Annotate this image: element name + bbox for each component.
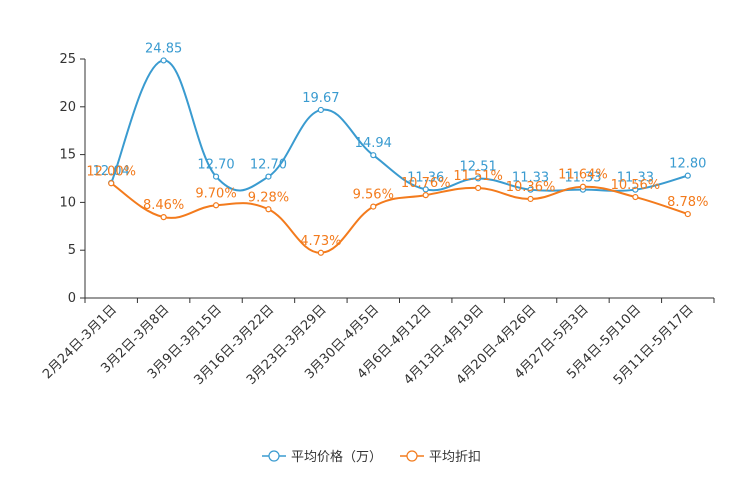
series-2-point[interactable] (108, 180, 115, 187)
legend-marker (406, 450, 418, 462)
series-1-point[interactable] (684, 172, 691, 179)
y-tick-label: 25 (59, 52, 76, 67)
series-2-point[interactable] (527, 195, 534, 203)
legend-item-1[interactable]: 平均价格（万） (262, 449, 382, 465)
series-2-data-label: 8.78% (667, 195, 708, 210)
series-2-data-label: 9.70% (195, 186, 236, 201)
axes: 05101520252月24日-3月1日3月2日-3月8日3月9日-3月15日3… (40, 52, 715, 388)
series-2-point[interactable] (265, 206, 272, 213)
series-1-point[interactable] (317, 106, 324, 114)
series-1-point[interactable] (370, 152, 377, 159)
data-labels: 12.04 24.85 12.70 12.70 19.67 14.94 11.36 12.51… (86, 41, 708, 248)
series-1-data-label: 11.36 (407, 170, 444, 185)
y-tick-label: 0 (68, 291, 76, 306)
series-2-data-label: 9.28% (248, 190, 289, 205)
series-2-data-label: 11.64% (558, 168, 608, 183)
series-1-data-label: 12.80 (669, 157, 706, 172)
series-1-point[interactable] (422, 186, 429, 193)
series-2-point[interactable] (632, 193, 639, 201)
series-1-data-label: 12.51 (460, 159, 497, 174)
series-2-data-label: 4.73% (300, 234, 341, 249)
series-1-point[interactable] (527, 186, 534, 193)
series-2-data-label: 10.36% (506, 180, 556, 195)
series-2-point[interactable] (317, 249, 324, 256)
legend-label: 平均折扣 (429, 450, 481, 465)
legend-item-2[interactable]: 平均折扣 (400, 450, 481, 465)
series-1-point[interactable] (475, 175, 482, 182)
series-2-point[interactable] (684, 210, 691, 218)
series-2-data-label: 10.56% (611, 178, 661, 193)
series-1-data-label: 12.04 (93, 164, 130, 179)
series-1-data-label: 19.67 (302, 91, 339, 106)
series-2-data-label: 12.00% (86, 164, 136, 179)
series-2-point[interactable] (579, 183, 587, 190)
series-1-data-label: 14.94 (355, 136, 392, 151)
series-2-data-label: 9.56% (353, 188, 394, 203)
series-1-point[interactable] (265, 173, 272, 180)
series-1-point[interactable] (212, 173, 220, 180)
series-2-data-label: 11.51% (453, 169, 503, 184)
series-1-data-label: 12.70 (197, 158, 234, 173)
series-1-point[interactable] (160, 57, 167, 64)
series-2-point[interactable] (370, 203, 377, 210)
legend-marker (268, 450, 280, 462)
series-1-data-label: 11.33 (564, 171, 601, 186)
series-1-data-label: 11.33 (512, 171, 549, 186)
series-2-point[interactable] (212, 202, 220, 209)
series-2-point[interactable] (422, 192, 429, 199)
series-1-data-label: 24.85 (145, 41, 182, 56)
series-2-point[interactable] (160, 214, 167, 221)
y-tick-label: 20 (59, 100, 76, 115)
series-1-data-label: 11.33 (617, 171, 654, 186)
series-2-data-label: 8.46% (143, 198, 184, 213)
series-2-data-label: 10.76% (401, 176, 451, 191)
series-1-data-label: 12.70 (250, 158, 287, 173)
legend[interactable]: 平均价格（万） 平均折扣 (262, 449, 481, 465)
series-2-point[interactable] (475, 184, 482, 192)
legend-label: 平均价格（万） (291, 449, 382, 465)
y-tick-label: 5 (68, 243, 76, 258)
series-1-point[interactable] (632, 186, 639, 193)
y-tick-label: 10 (59, 195, 76, 210)
series-layer (108, 57, 691, 256)
y-tick-label: 15 (59, 148, 76, 163)
